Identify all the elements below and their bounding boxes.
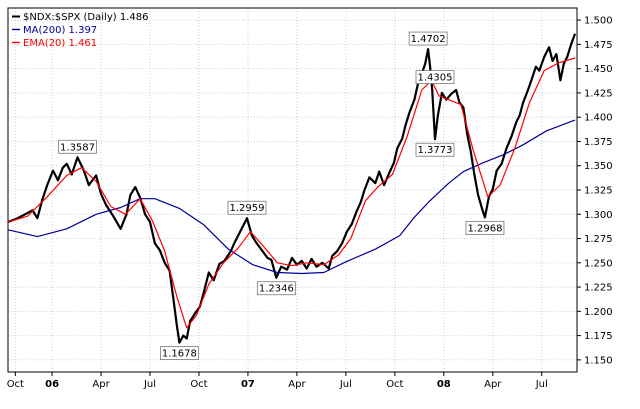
x-tick-label: Jul bbox=[339, 379, 352, 390]
y-tick-label: 1.250 bbox=[584, 258, 613, 269]
y-tick-label: 1.350 bbox=[584, 161, 613, 172]
y-axis: 1.150 1.175 1.200 1.225 1.250 1.275 1.300 1.325… bbox=[577, 16, 613, 366]
annotations: 1.3587 1.1678 1.2959 1.2346 1.4702 1.4305 1.37… bbox=[58, 31, 505, 360]
y-tick-label: 1.150 bbox=[584, 355, 613, 366]
x-tick-label: Apr bbox=[484, 379, 502, 390]
annotation-label: 1.3773 bbox=[415, 142, 455, 157]
annotation-label: 1.2346 bbox=[256, 281, 296, 296]
y-tick-label: 1.450 bbox=[584, 64, 613, 75]
annotation-text: 1.2968 bbox=[467, 223, 502, 234]
y-tick-label: 1.400 bbox=[584, 113, 613, 124]
annotation-box bbox=[58, 139, 97, 154]
x-tick-label: Oct bbox=[190, 379, 207, 390]
annotation-label: 1.2968 bbox=[465, 220, 505, 235]
annotation-label: 1.4702 bbox=[408, 31, 448, 46]
annotation-box bbox=[415, 70, 455, 84]
y-tick-label: 1.325 bbox=[584, 186, 613, 197]
annotation-text: 1.4305 bbox=[417, 73, 452, 84]
annotation-text: 1.4702 bbox=[411, 34, 446, 45]
grid bbox=[8, 8, 577, 372]
y-tick-label: 1.475 bbox=[584, 40, 613, 51]
series-layer bbox=[7, 33, 577, 344]
x-tick-label: Jul bbox=[143, 379, 156, 390]
x-tick-label: 07 bbox=[241, 379, 255, 390]
x-tick-label: Oct bbox=[7, 379, 24, 390]
y-tick-label: 1.225 bbox=[584, 283, 613, 294]
y-tick-label: 1.500 bbox=[584, 16, 613, 27]
y-tick-label: 1.300 bbox=[584, 210, 613, 221]
y-tick-label: 1.200 bbox=[584, 307, 613, 318]
x-axis: Oct 06 Apr Jul Oct 07 Apr Jul Oct 08 Apr Jul bbox=[7, 372, 548, 390]
legend-entry: EMA(20) 1.461 bbox=[23, 38, 97, 49]
y-tick-label: 1.425 bbox=[584, 88, 613, 99]
y-tick-label: 1.375 bbox=[584, 137, 613, 148]
annotation-text: 1.1678 bbox=[162, 349, 197, 360]
legend-entry: $NDX:$SPX (Daily) 1.486 bbox=[23, 12, 148, 23]
annotation-box bbox=[256, 281, 296, 296]
y-tick-label: 1.175 bbox=[584, 331, 613, 342]
x-tick-label: Jul bbox=[535, 379, 548, 390]
annotation-box bbox=[415, 142, 455, 157]
annotation-box bbox=[465, 220, 505, 235]
legend-entry: MA(200) 1.397 bbox=[23, 25, 97, 36]
series-line-ma-200 bbox=[7, 119, 576, 275]
annotation-box bbox=[159, 346, 199, 360]
annotation-label: 1.3587 bbox=[58, 139, 97, 154]
annotation-text: 1.2346 bbox=[259, 284, 294, 295]
series-line-ema-20 bbox=[7, 57, 576, 329]
x-tick-label: 06 bbox=[45, 379, 59, 390]
x-tick-label: Apr bbox=[92, 379, 110, 390]
annotation-label: 1.1678 bbox=[159, 346, 199, 360]
annotation-label: 1.2959 bbox=[227, 200, 267, 215]
x-tick-label: Apr bbox=[288, 379, 306, 390]
annotation-text: 1.2959 bbox=[229, 203, 264, 214]
annotation-text: 1.3587 bbox=[60, 142, 95, 153]
annotation-label: 1.4305 bbox=[415, 70, 455, 84]
annotation-box bbox=[227, 200, 267, 215]
x-tick-label: 08 bbox=[437, 379, 451, 390]
y-tick-label: 1.275 bbox=[584, 234, 613, 245]
x-tick-label: Oct bbox=[386, 379, 403, 390]
annotation-box bbox=[408, 31, 448, 46]
legend: $NDX:$SPX (Daily) 1.486 MA(200) 1.397 EMA(… bbox=[12, 12, 148, 49]
annotation-text: 1.3773 bbox=[417, 145, 452, 156]
